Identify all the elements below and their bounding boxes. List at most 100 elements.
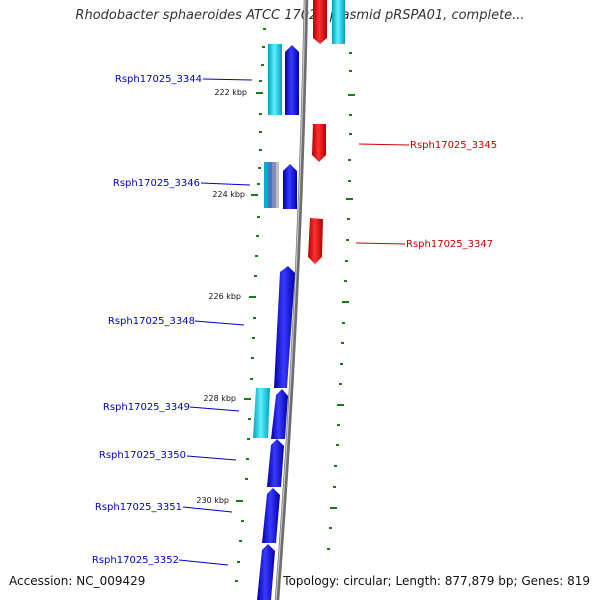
tick-mark [257, 216, 260, 218]
gene-label-3350[interactable]: Rsph17025_3350 [99, 450, 186, 461]
tick-mark [333, 486, 336, 488]
tick-mark [250, 378, 253, 380]
tick-mark [245, 478, 248, 480]
tick-mark [346, 239, 349, 241]
gene-feature-3352[interactable] [257, 544, 275, 600]
tick-mark [253, 317, 256, 319]
tick-mark [347, 218, 350, 220]
gene-label-3345[interactable]: Rsph17025_3345 [410, 140, 497, 151]
tick-mark [263, 28, 266, 30]
accession-label: Accession: NC_009429 [9, 574, 146, 588]
genome-summary: Topology: circular; Length: 877,879 bp; … [283, 574, 590, 588]
kbp-label: 226 kbp [208, 292, 241, 301]
tick-mark [249, 296, 256, 298]
gene-feature-3348[interactable] [274, 266, 295, 388]
gene-feature-3344[interactable] [268, 44, 282, 115]
tick-mark [258, 167, 261, 169]
tick-mark [255, 255, 258, 257]
plasmid-backbone [274, 0, 309, 600]
gene-feature-3346-a[interactable] [264, 162, 268, 208]
leader-line [194, 320, 245, 326]
tick-mark [246, 458, 249, 460]
tick-mark [342, 322, 345, 324]
tick-mark [259, 149, 262, 151]
tick-mark [348, 180, 351, 182]
tick-mark [334, 465, 337, 467]
kbp-labels: 222 kbp 224 kbp 226 kbp 228 kbp 230 kbp [196, 88, 247, 505]
tick-mark [254, 275, 257, 277]
kbp-label: 228 kbp [203, 394, 236, 403]
gene-feature-blue-mid[interactable] [283, 164, 297, 209]
tick-mark [341, 342, 344, 344]
gene-label-3344[interactable]: Rsph17025_3344 [115, 74, 202, 85]
tick-mark [251, 194, 258, 196]
tick-mark [349, 133, 352, 135]
tick-marks-inner [235, 28, 266, 582]
map-title: Rhodobacter sphaeroides ATCC 17025 plasm… [75, 8, 525, 23]
gene-feature-blue-top[interactable] [285, 45, 299, 115]
tick-mark [241, 520, 244, 522]
leader-line [178, 559, 229, 566]
tick-mark [342, 301, 349, 303]
tick-mark [237, 561, 240, 563]
tick-mark [348, 94, 355, 96]
leader-line [186, 455, 237, 461]
tick-mark [337, 404, 344, 406]
gene-label-3346[interactable]: Rsph17025_3346 [113, 178, 200, 189]
tick-mark [252, 337, 255, 339]
tick-mark [235, 580, 238, 582]
plasmid-backbone-highlight [275, 0, 306, 600]
tick-mark [346, 198, 353, 200]
gene-feature-3346-c[interactable] [272, 162, 276, 208]
tick-mark [259, 80, 262, 82]
tick-mark [349, 114, 352, 116]
tick-mark [236, 500, 243, 502]
leader-line [189, 406, 240, 412]
leader-line [182, 506, 233, 513]
tick-mark [344, 280, 347, 282]
tick-mark [257, 183, 260, 185]
tick-mark [256, 92, 263, 94]
gene-feature-3346-b[interactable] [268, 162, 272, 208]
tick-mark [239, 540, 242, 542]
tick-mark [247, 438, 250, 440]
gene-label-3348[interactable]: Rsph17025_3348 [108, 316, 195, 327]
tick-mark [330, 507, 337, 509]
gene-labels-left: Rsph17025_3344 Rsph17025_3346 Rsph17025_… [92, 74, 253, 566]
gene-feature-3349[interactable] [271, 389, 288, 439]
tick-mark [261, 64, 264, 66]
tick-mark [337, 424, 340, 426]
gene-feature-3351[interactable] [262, 488, 280, 543]
gene-feature-3349-cyan[interactable] [253, 388, 270, 438]
tick-mark [256, 235, 259, 237]
gene-feature-3350[interactable] [267, 439, 284, 487]
tick-marks-outer [327, 52, 355, 550]
gene-feature-cyan-top[interactable] [332, 0, 345, 44]
tick-mark [259, 113, 262, 115]
tick-mark [349, 52, 352, 54]
gene-feature-3346-d[interactable] [276, 162, 279, 208]
tick-mark [336, 444, 339, 446]
gene-feature-3347[interactable] [308, 218, 323, 264]
gene-labels-right: Rsph17025_3345 Rsph17025_3347 [355, 140, 497, 250]
kbp-label: 230 kbp [196, 496, 229, 505]
gene-feature-minus[interactable] [313, 0, 327, 44]
kbp-label: 224 kbp [212, 190, 245, 199]
leader-line [200, 182, 251, 186]
gene-label-3351[interactable]: Rsph17025_3351 [95, 502, 182, 513]
gene-label-3352[interactable]: Rsph17025_3352 [92, 555, 179, 566]
tick-mark [327, 548, 330, 550]
tick-mark [348, 159, 351, 161]
tick-mark [248, 418, 251, 420]
tick-mark [340, 363, 343, 365]
gene-label-3347[interactable]: Rsph17025_3347 [406, 239, 493, 250]
gene-label-3349[interactable]: Rsph17025_3349 [103, 402, 190, 413]
kbp-label: 222 kbp [214, 88, 247, 97]
tick-mark [244, 398, 251, 400]
gene-feature-3345[interactable] [312, 124, 326, 162]
tick-mark [251, 357, 254, 359]
leader-line [202, 78, 253, 81]
tick-mark [262, 46, 265, 48]
